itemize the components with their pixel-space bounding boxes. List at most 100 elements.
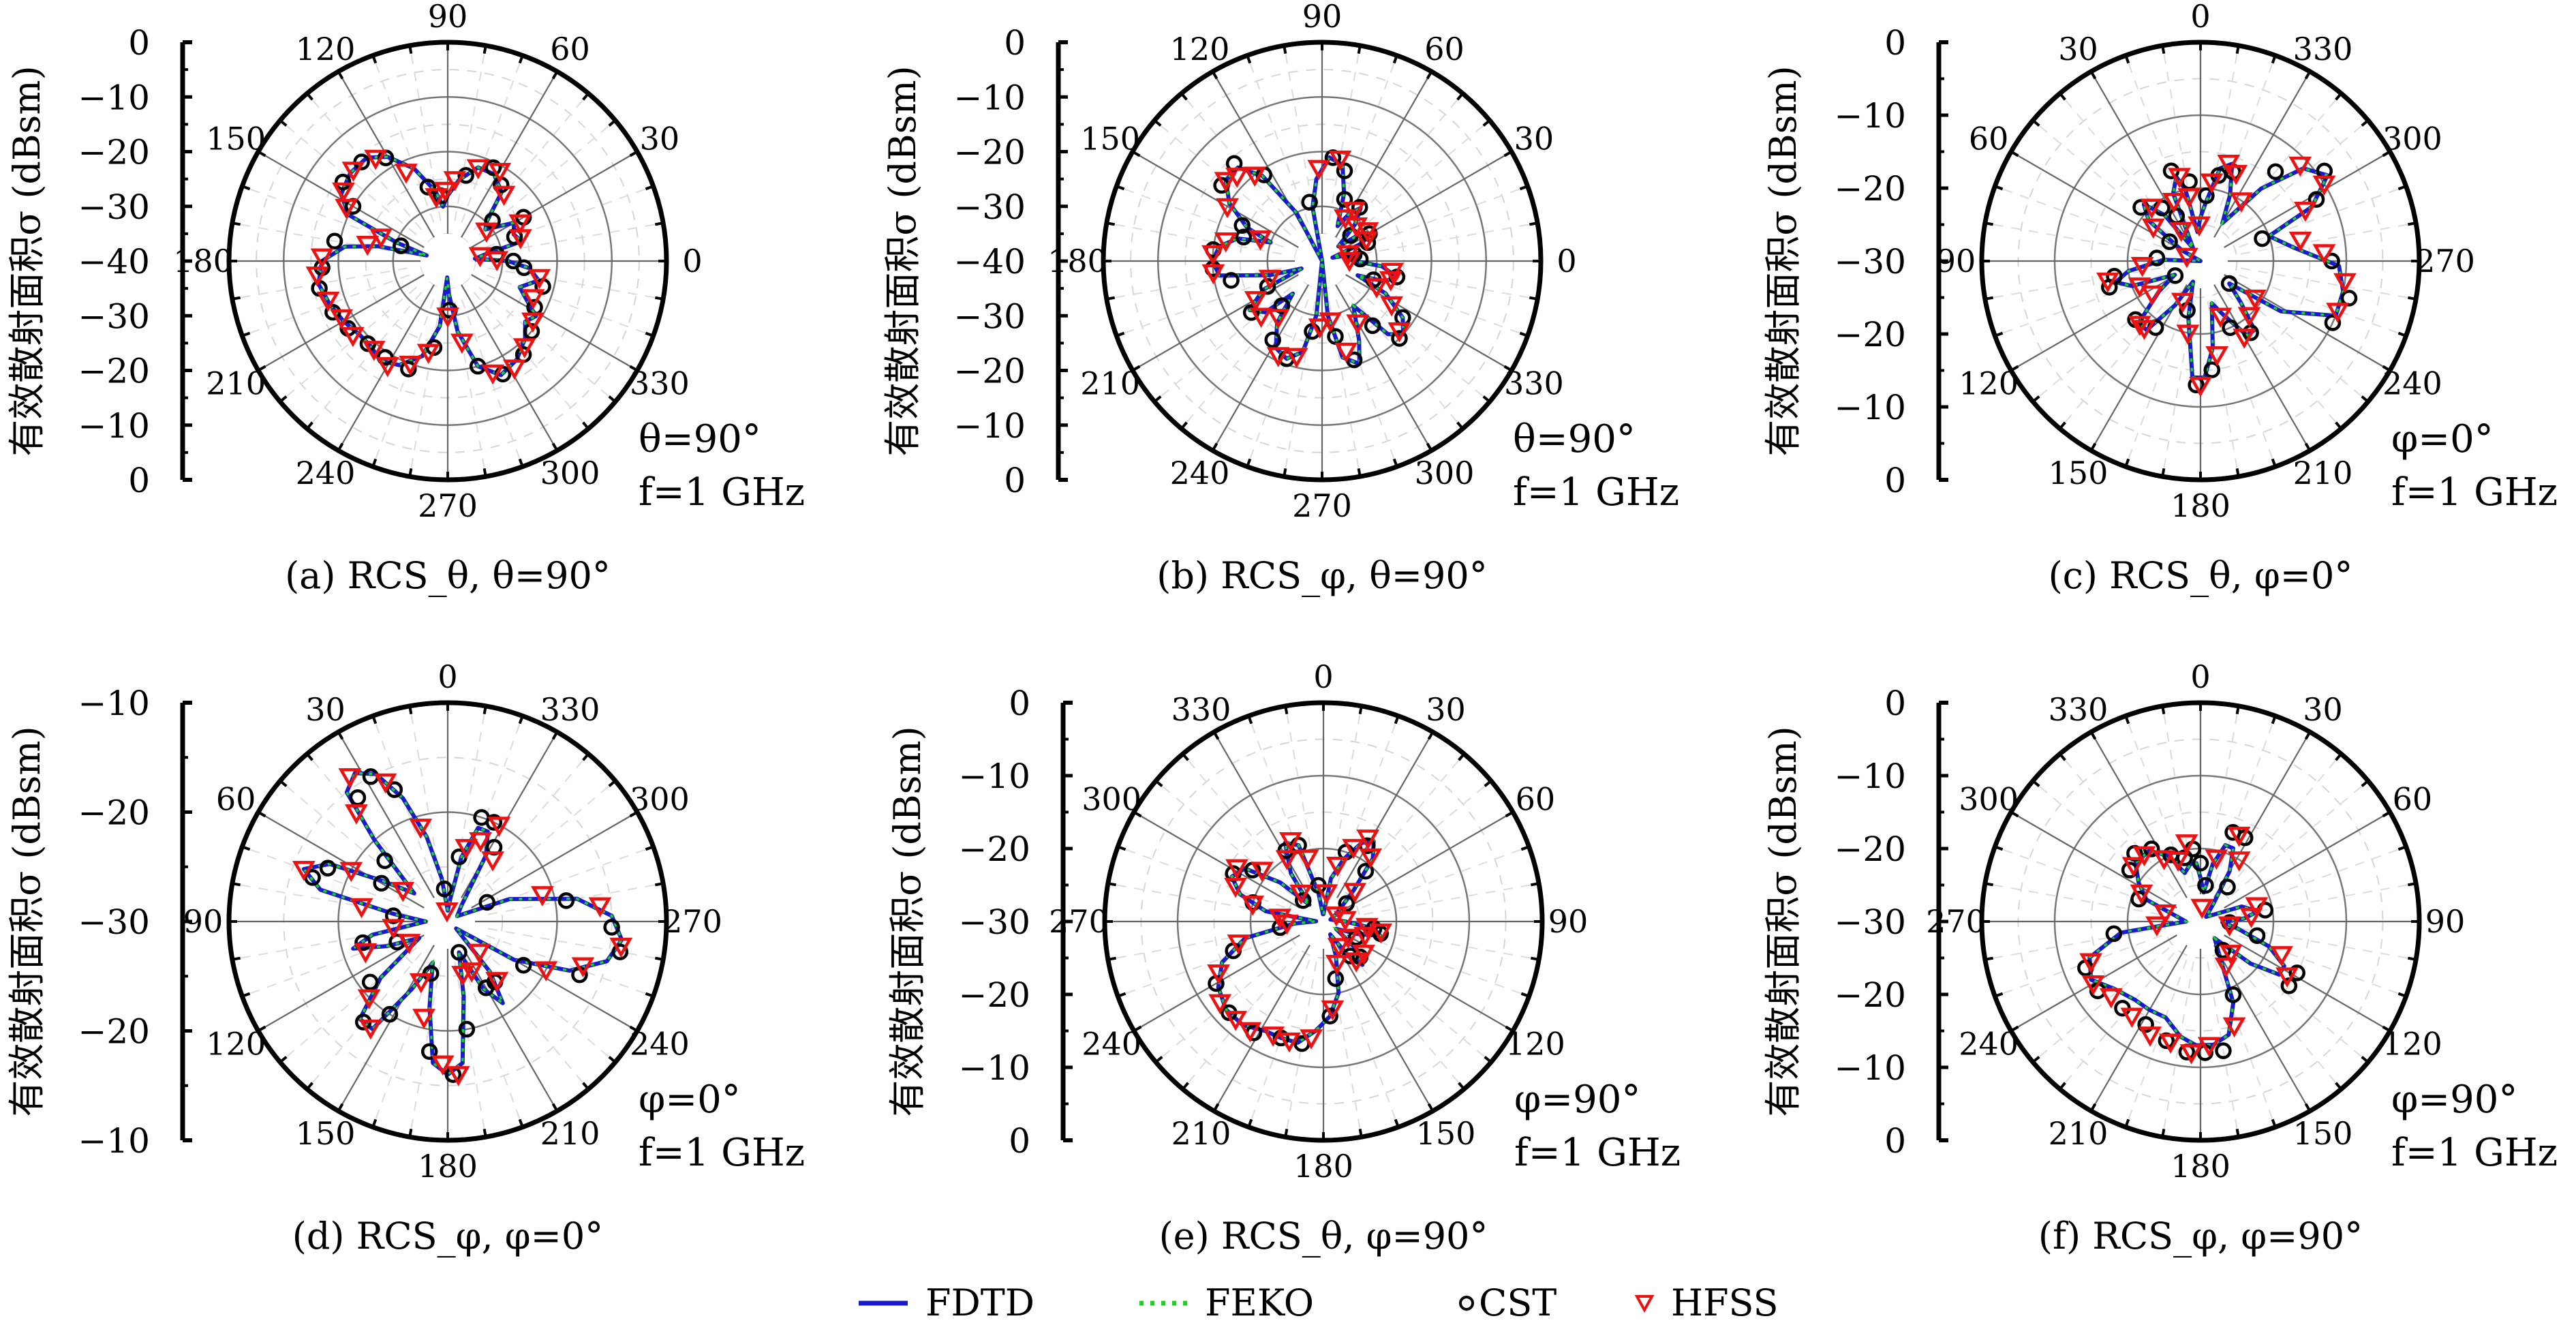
hfss-marker — [382, 919, 405, 939]
boundary-tick — [1482, 119, 1491, 127]
grid-spoke-minor — [2162, 301, 2194, 477]
boundary-tick — [645, 185, 654, 191]
cst-marker — [2307, 191, 2325, 208]
boundary-tick — [2010, 365, 2019, 372]
grid-spoke-minor — [2239, 185, 2406, 248]
grid-spoke-minor — [232, 883, 408, 915]
hfss-marker — [1300, 1029, 1323, 1050]
cst-marker — [450, 943, 467, 961]
grid-spoke-minor — [1363, 928, 1539, 960]
grid-spoke — [337, 284, 435, 451]
boundary-tick — [1107, 882, 1117, 887]
cst-marker — [2324, 314, 2342, 331]
hfss-marker — [1325, 906, 1348, 927]
hfss-marker — [1369, 923, 1393, 944]
hfss-marker — [2162, 193, 2186, 213]
grid-spoke-minor — [409, 961, 442, 1138]
grid-spoke-minor — [1107, 928, 1284, 960]
boundary-tick — [629, 150, 638, 157]
grid-spoke-minor — [1336, 960, 1399, 1127]
boundary-tick — [241, 992, 251, 998]
hfss-marker — [450, 333, 474, 354]
grid-spoke-minor — [2059, 93, 2175, 230]
radial-tick-label: −30 — [78, 902, 150, 942]
hfss-marker — [2179, 1044, 2203, 1065]
grid-spoke-minor — [1353, 286, 1490, 403]
cst-marker — [2130, 890, 2147, 908]
hfss-marker — [310, 248, 334, 269]
hfss-marker — [2245, 897, 2269, 917]
grid-spoke-minor — [1107, 883, 1284, 915]
grid-spoke-minor — [306, 292, 423, 429]
polar-panel-a: 03060901201501802102402703003300−10−20−3… — [5, 0, 805, 597]
radial-tick-label: −30 — [78, 296, 150, 336]
cst-marker — [2105, 925, 2123, 943]
grid-spoke-minor — [2239, 274, 2406, 337]
angle-tick-label: 240 — [1082, 1026, 1141, 1063]
angle-tick-label: 330 — [630, 365, 690, 402]
grid-spoke — [1212, 284, 1309, 451]
grid-spoke-minor — [2207, 705, 2239, 882]
grid-spoke-minor — [473, 93, 589, 230]
boundary-tick — [1520, 992, 1530, 998]
cst-marker — [1295, 892, 1312, 909]
hfss-marker — [460, 962, 484, 983]
angle-tick-label: 180 — [2171, 1148, 2230, 1185]
angle-tick-label: 60 — [1424, 31, 1465, 67]
boundary-tick — [1212, 731, 1220, 740]
angle-tick-label: 90 — [2425, 903, 2466, 940]
hfss-marker — [455, 838, 478, 859]
panel-caption: (c) RCS_θ, φ=0° — [2049, 554, 2353, 597]
grid-spoke-minor — [1363, 883, 1539, 915]
grid-spoke-minor — [454, 301, 487, 477]
grid-spoke-minor — [2231, 780, 2369, 896]
boundary-tick — [279, 395, 288, 403]
grid-spoke-minor — [454, 45, 487, 222]
angle-tick-label: 270 — [1292, 487, 1352, 524]
cst-marker — [457, 167, 474, 184]
boundary-tick — [2161, 1128, 2166, 1138]
hfss-marker — [2152, 850, 2176, 870]
cst-marker — [419, 179, 437, 196]
boundary-tick — [551, 442, 559, 451]
angle-tick-label: 240 — [1170, 455, 1230, 491]
cst-marker — [2198, 187, 2215, 204]
grid-spoke-minor — [2213, 960, 2276, 1127]
boundary-tick — [2271, 715, 2277, 725]
boundary-tick — [1154, 1056, 1163, 1063]
boundary-tick — [2382, 150, 2391, 157]
cst-marker — [1264, 331, 1281, 348]
boundary-tick — [232, 882, 241, 887]
cst-marker — [1301, 194, 1318, 211]
boundary-tick — [2124, 458, 2130, 468]
hfss-marker — [481, 364, 505, 385]
angle-condition-label: φ=0° — [639, 1078, 741, 1122]
angle-tick-label: 0 — [438, 658, 457, 695]
boundary-tick — [1529, 222, 1538, 226]
grid-spoke-minor — [2226, 292, 2342, 429]
angle-tick-label: 330 — [1504, 365, 1564, 402]
boundary-tick — [1482, 395, 1491, 403]
hfss-marker — [2175, 247, 2198, 269]
boundary-tick — [1116, 185, 1125, 191]
grid-spoke-minor — [1328, 301, 1361, 477]
cst-marker — [1242, 304, 1260, 321]
grid-spoke-minor — [2059, 292, 2175, 429]
boundary-tick — [2235, 468, 2240, 477]
cst-marker — [393, 237, 410, 254]
boundary-tick — [1153, 395, 1162, 403]
grid-spoke-minor — [486, 185, 654, 248]
y-axis-label: 有效散射面积σ (dBsm) — [5, 726, 48, 1116]
hfss-marker — [2293, 201, 2317, 222]
boundary-tick — [1116, 331, 1125, 337]
hfss-marker — [409, 819, 433, 839]
hfss-marker — [2219, 945, 2243, 965]
radial-tick-label: −10 — [953, 78, 1026, 117]
hfss-marker — [2169, 222, 2193, 243]
hfss-marker — [1365, 278, 1388, 299]
boundary-tick — [1357, 45, 1362, 55]
boundary-tick — [2361, 1056, 2370, 1063]
hfss-marker — [2205, 346, 2229, 367]
radial-tick-label: 0 — [1884, 461, 1906, 500]
center-hole — [2173, 894, 2228, 949]
